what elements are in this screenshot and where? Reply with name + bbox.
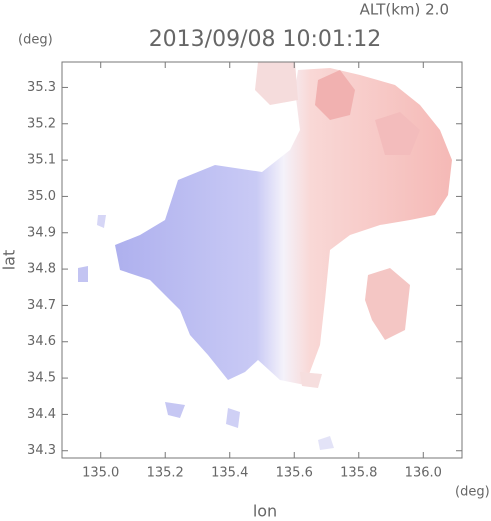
x-unit: (deg) xyxy=(455,485,490,500)
y-tick-label: 34.6 xyxy=(27,334,56,349)
x-tick-label: 135.4 xyxy=(211,466,248,481)
y-tick-label: 35.0 xyxy=(27,189,56,204)
x-axis-label: lon xyxy=(253,502,277,521)
altitude-label: ALT(km) 2.0 xyxy=(360,1,449,19)
x-tick-label: 136.0 xyxy=(405,466,442,481)
chart-title: 2013/09/08 10:01:12 xyxy=(149,27,382,52)
y-unit: (deg) xyxy=(18,33,53,48)
y-axis-label: lat xyxy=(0,250,19,271)
x-tick-label: 135.6 xyxy=(276,466,313,481)
x-tick-label: 135.0 xyxy=(82,466,119,481)
y-tick-label: 34.8 xyxy=(27,262,56,277)
x-tick-label: 135.2 xyxy=(147,466,184,481)
y-tick-label: 34.9 xyxy=(27,225,56,240)
x-tick-label: 135.8 xyxy=(340,466,377,481)
y-tick-label: 34.4 xyxy=(27,407,56,422)
radar-field xyxy=(78,62,452,450)
y-tick-label: 35.2 xyxy=(27,116,56,131)
plot-frame xyxy=(61,61,463,459)
y-tick-label: 34.5 xyxy=(27,371,56,386)
y-tick-label: 34.7 xyxy=(27,298,56,313)
y-tick-label: 35.3 xyxy=(27,80,56,95)
y-tick-label: 34.3 xyxy=(27,443,56,458)
y-tick-label: 35.1 xyxy=(27,153,56,168)
